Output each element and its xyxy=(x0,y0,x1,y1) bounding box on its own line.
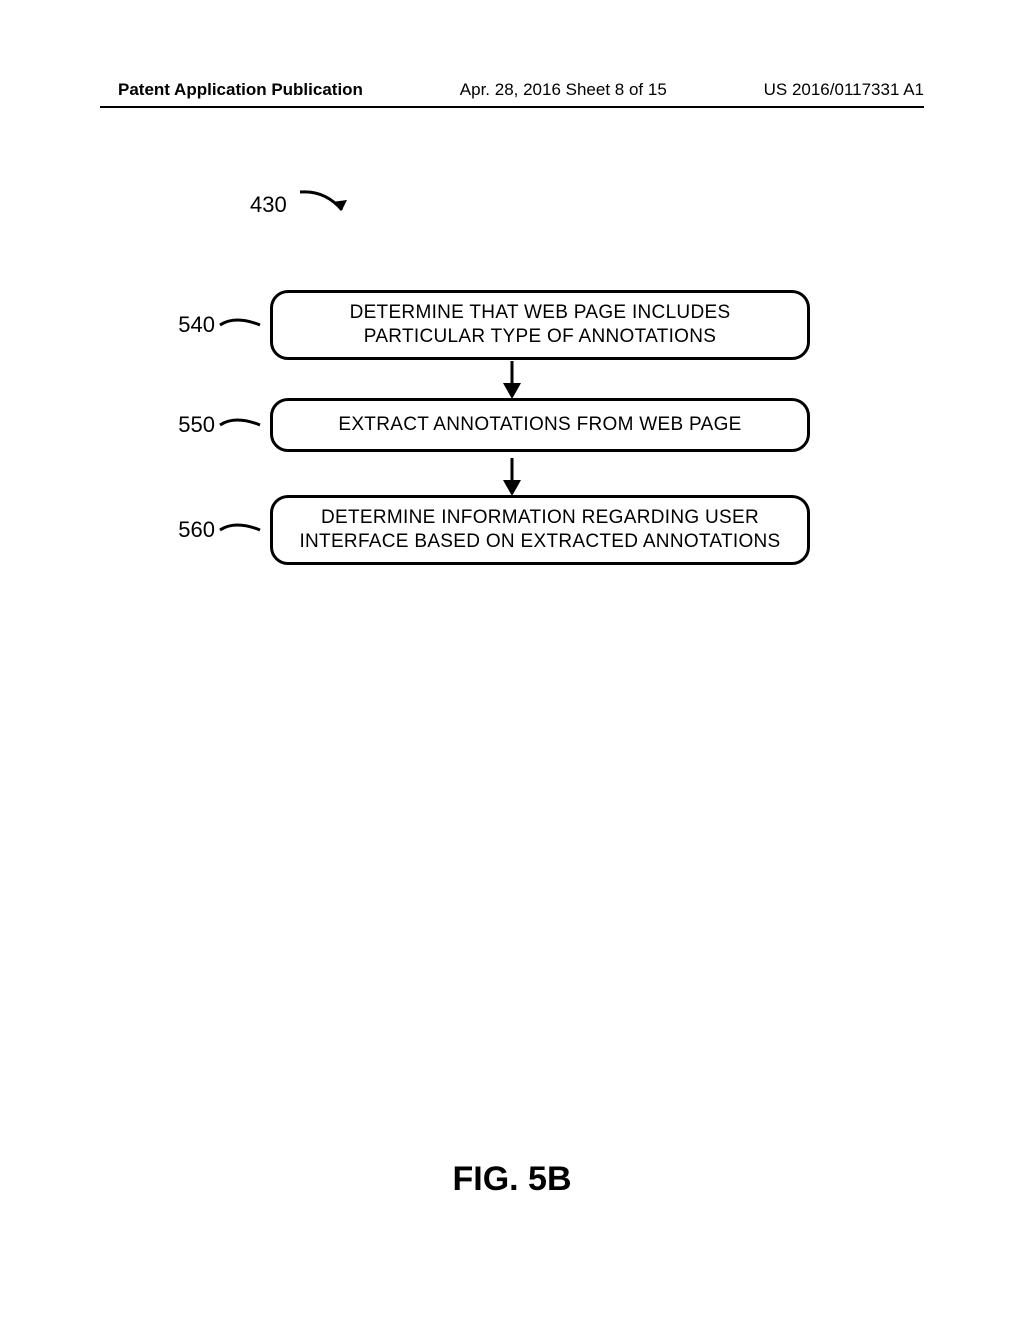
flow-box-text: DETERMINE THAT WEB PAGE INCLUDES PARTICU… xyxy=(287,301,793,349)
step-label-550: 550 xyxy=(155,412,215,438)
reference-number: 430 xyxy=(250,192,287,218)
step-label-560: 560 xyxy=(155,517,215,543)
flow-box-550: EXTRACT ANNOTATIONS FROM WEB PAGE xyxy=(270,398,810,452)
flow-box-560: DETERMINE INFORMATION REGARDING USER INT… xyxy=(270,495,810,565)
label-connector-icon xyxy=(215,405,270,445)
header-right: US 2016/0117331 A1 xyxy=(764,80,924,100)
page-header: Patent Application Publication Apr. 28, … xyxy=(0,80,1024,100)
header-center: Apr. 28, 2016 Sheet 8 of 15 xyxy=(460,80,667,100)
figure-caption: FIG. 5B xyxy=(0,1160,1024,1199)
flow-row-560: 560 DETERMINE INFORMATION REGARDING USER… xyxy=(155,495,810,565)
curved-arrow-icon xyxy=(297,180,367,230)
flow-box-540: DETERMINE THAT WEB PAGE INCLUDES PARTICU… xyxy=(270,290,810,360)
label-connector-icon xyxy=(215,510,270,550)
reference-pointer-430: 430 xyxy=(250,180,367,230)
flow-box-text: DETERMINE INFORMATION REGARDING USER INT… xyxy=(287,506,793,554)
arrow-down-icon xyxy=(497,361,527,401)
label-connector-icon xyxy=(215,305,270,345)
arrow-down-icon xyxy=(497,458,527,498)
flow-row-540: 540 DETERMINE THAT WEB PAGE INCLUDES PAR… xyxy=(155,290,810,360)
flow-box-text: EXTRACT ANNOTATIONS FROM WEB PAGE xyxy=(338,413,741,437)
header-divider xyxy=(100,106,924,108)
step-label-540: 540 xyxy=(155,312,215,338)
header-left: Patent Application Publication xyxy=(118,80,363,100)
flow-row-550: 550 EXTRACT ANNOTATIONS FROM WEB PAGE xyxy=(155,398,810,452)
